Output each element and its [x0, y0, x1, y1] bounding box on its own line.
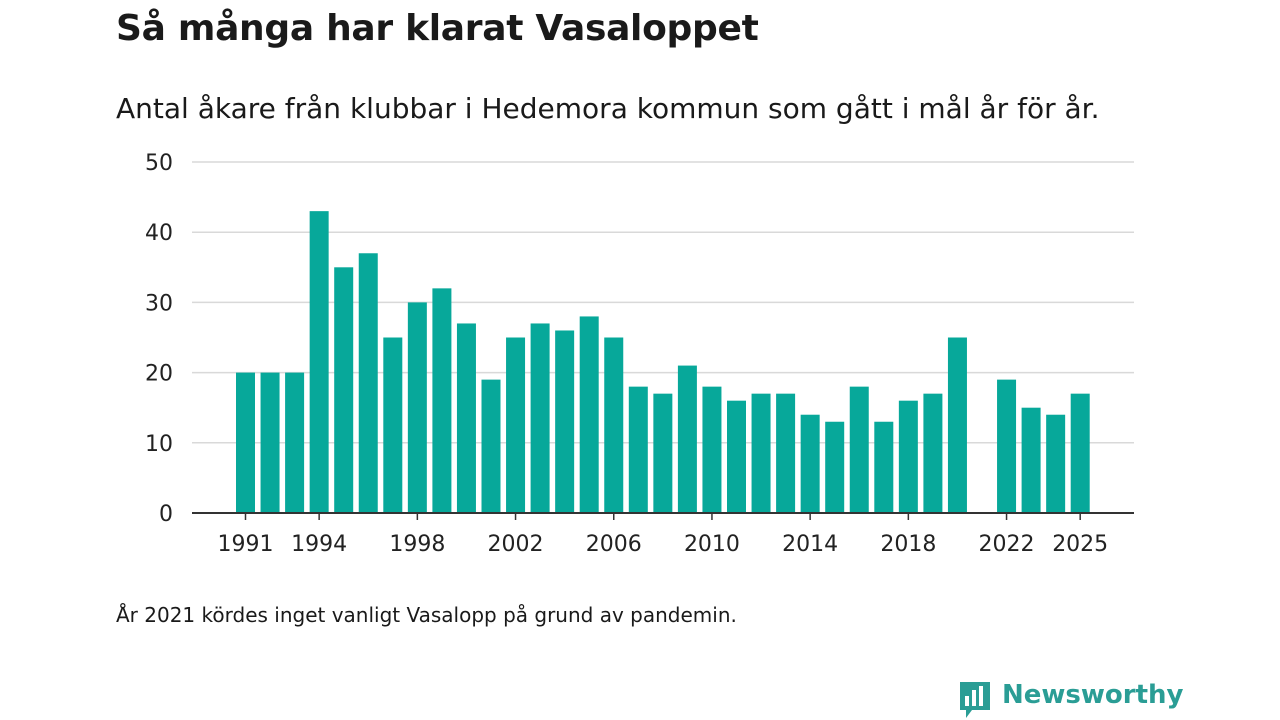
brand-name: Newsworthy — [1002, 680, 1184, 710]
y-tick-label: 0 — [159, 502, 173, 527]
bar-1991 — [236, 372, 255, 513]
bar-2003 — [530, 323, 550, 513]
chart-title: Så många har klarat Vasaloppet — [116, 8, 759, 49]
bar-2022 — [997, 379, 1017, 513]
axes: 0 10 20 30 40 50 1991 1994 1998 2002 2006 2010 2014 2… — [145, 151, 1134, 557]
bar-2007 — [628, 386, 648, 513]
bar-2014 — [800, 414, 820, 513]
bar-2005 — [579, 316, 599, 513]
bar-2006 — [604, 337, 624, 513]
x-tick-label: 2010 — [684, 532, 740, 557]
bar-chart-speech-bubble-icon — [960, 682, 990, 718]
chart-subtitle: Antal åkare från klubbar i Hedemora komm… — [116, 92, 1100, 125]
x-tick-label: 1998 — [389, 532, 445, 557]
footnote: År 2021 kördes inget vanligt Vasalopp på… — [116, 603, 737, 627]
bar-2010 — [702, 386, 722, 513]
bar-1992 — [260, 372, 280, 513]
bar-2012 — [751, 393, 771, 513]
bar-1996 — [358, 253, 378, 513]
bar-2016 — [849, 386, 869, 513]
x-tick-label: 2002 — [488, 532, 544, 557]
bar-2011 — [727, 400, 746, 513]
bar-1998 — [407, 302, 427, 513]
bar-1994 — [309, 211, 329, 513]
x-tick-label: 2006 — [586, 532, 642, 557]
bar-chart: 0 10 20 30 40 50 1991 1994 1998 2002 2006 2010 2014 2… — [145, 151, 1134, 557]
bar-2018 — [898, 400, 918, 513]
bar-2002 — [506, 337, 526, 513]
bar-2017 — [874, 421, 894, 513]
x-tick-label: 2022 — [979, 532, 1035, 557]
bar-2019 — [923, 393, 943, 513]
x-tick-label: 2018 — [880, 532, 936, 557]
bar-2009 — [677, 365, 697, 513]
y-tick-label: 10 — [145, 432, 173, 457]
y-tick-label: 20 — [145, 362, 173, 387]
bar-1997 — [383, 337, 403, 513]
bar-2024 — [1046, 414, 1066, 513]
bar-1995 — [334, 267, 354, 513]
bar-2013 — [776, 393, 796, 513]
y-tick-label: 30 — [145, 291, 173, 316]
bar-2004 — [555, 330, 575, 513]
x-tick-label: 2025 — [1052, 532, 1108, 557]
bar-2000 — [456, 323, 476, 513]
bar-2015 — [825, 421, 845, 513]
bar-2020 — [947, 337, 967, 513]
x-tick-label: 1994 — [291, 532, 347, 557]
bar-2025 — [1070, 393, 1090, 513]
y-tick-label: 50 — [145, 151, 173, 176]
bar-2023 — [1021, 407, 1041, 513]
bar-2008 — [653, 393, 673, 513]
y-tick-label: 40 — [145, 221, 173, 246]
bar-1993 — [285, 372, 305, 513]
bars — [236, 211, 1090, 513]
bar-2001 — [481, 379, 501, 513]
x-tick-label: 1991 — [218, 532, 274, 557]
brand-logo: Newsworthy — [958, 680, 1183, 720]
x-tick-label: 2014 — [782, 532, 838, 557]
bar-1999 — [432, 288, 452, 513]
